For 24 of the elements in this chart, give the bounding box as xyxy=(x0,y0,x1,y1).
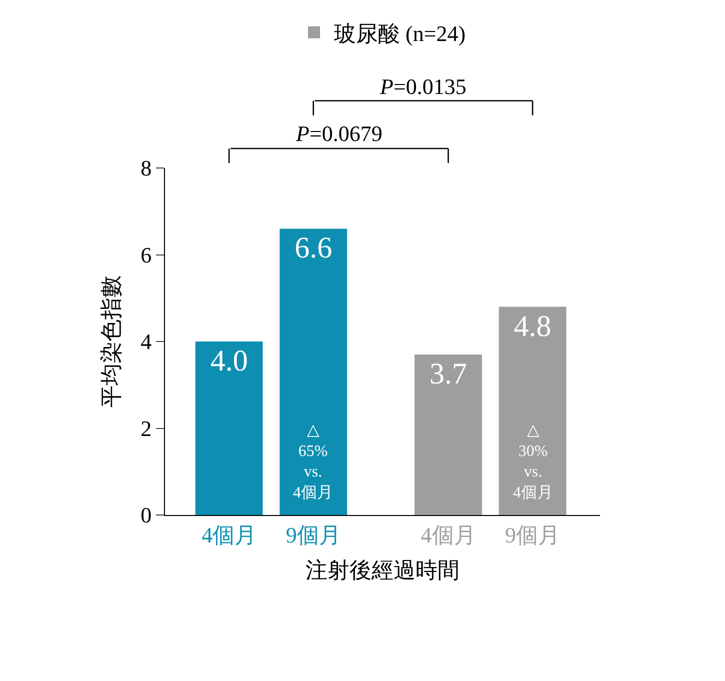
bar xyxy=(414,354,482,515)
y-tick-label: 8 xyxy=(140,156,152,181)
data-label: 4.8 xyxy=(514,310,552,343)
bar xyxy=(280,228,348,515)
y-tick-label: 6 xyxy=(140,242,152,268)
y-axis-title: 平均染色指數 xyxy=(98,276,124,408)
annotation: △ 65% vs. 4個月 xyxy=(293,422,333,502)
y-tick-label: 2 xyxy=(140,416,152,441)
x-axis-title: 注射後經過時間 xyxy=(306,557,460,582)
text: P=0.0135 xyxy=(379,74,466,99)
data-label: 4.0 xyxy=(210,344,248,378)
bar xyxy=(195,342,263,515)
x-tick-label: 9個月 xyxy=(286,522,341,548)
data-label: 3.7 xyxy=(430,358,468,391)
y-tick-label: 4 xyxy=(140,329,152,354)
y-tick-label: 0 xyxy=(140,502,152,528)
text: P=0.0679 xyxy=(295,121,382,146)
annotation: △ 30% vs. 4個月 xyxy=(513,422,553,502)
x-tick-label: 4個月 xyxy=(420,522,476,548)
x-tick-label: 4個月 xyxy=(202,522,257,548)
bar xyxy=(498,306,566,515)
data-label: 6.6 xyxy=(294,232,332,265)
x-tick-label: 9個月 xyxy=(505,522,560,548)
legend-label: 玻尿酸 (n=24) xyxy=(334,20,466,46)
